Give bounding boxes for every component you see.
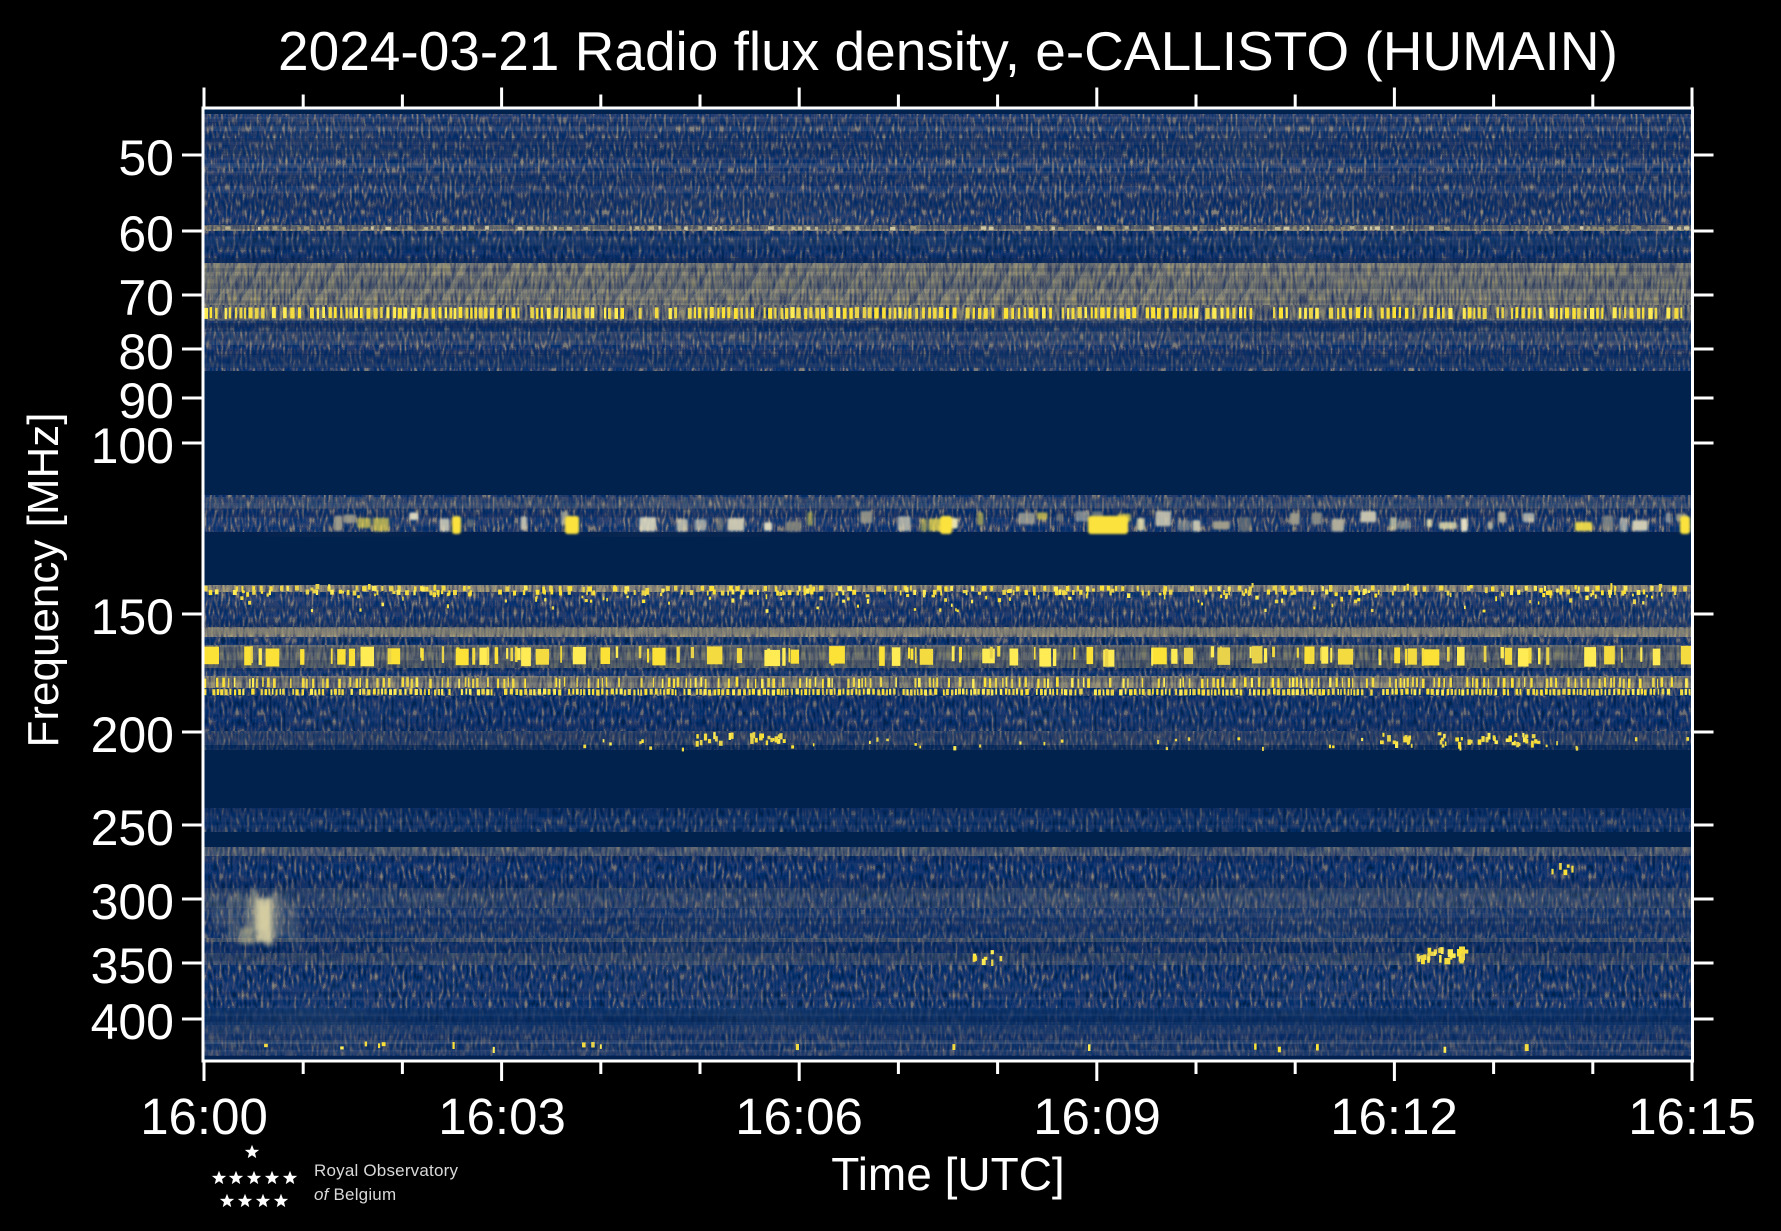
- svg-text:200: 200: [91, 707, 174, 763]
- svg-text:Royal Observatory: Royal Observatory: [314, 1161, 458, 1180]
- svg-text:90: 90: [118, 373, 174, 429]
- svg-text:16:15: 16:15: [1628, 1088, 1756, 1145]
- svg-text:Frequency [MHz]: Frequency [MHz]: [19, 413, 68, 748]
- svg-text:80: 80: [118, 324, 174, 380]
- svg-text:350: 350: [91, 938, 174, 994]
- svg-text:50: 50: [118, 130, 174, 186]
- svg-text:300: 300: [91, 874, 174, 930]
- svg-text:250: 250: [91, 800, 174, 856]
- svg-text:70: 70: [118, 270, 174, 326]
- svg-text:100: 100: [91, 418, 174, 474]
- svg-text:16:06: 16:06: [735, 1088, 863, 1145]
- svg-text:16:00: 16:00: [140, 1088, 268, 1145]
- svg-text:16:09: 16:09: [1033, 1088, 1161, 1145]
- svg-text:of Belgium: of Belgium: [314, 1185, 396, 1204]
- svg-text:60: 60: [118, 206, 174, 262]
- svg-text:16:03: 16:03: [438, 1088, 566, 1145]
- svg-text:16:12: 16:12: [1330, 1088, 1458, 1145]
- svg-text:2024-03-21 Radio flux density,: 2024-03-21 Radio flux density, e-CALLIST…: [278, 20, 1618, 82]
- svg-text:150: 150: [91, 589, 174, 645]
- svg-text:400: 400: [91, 994, 174, 1050]
- svg-text:Time [UTC]: Time [UTC]: [831, 1148, 1064, 1200]
